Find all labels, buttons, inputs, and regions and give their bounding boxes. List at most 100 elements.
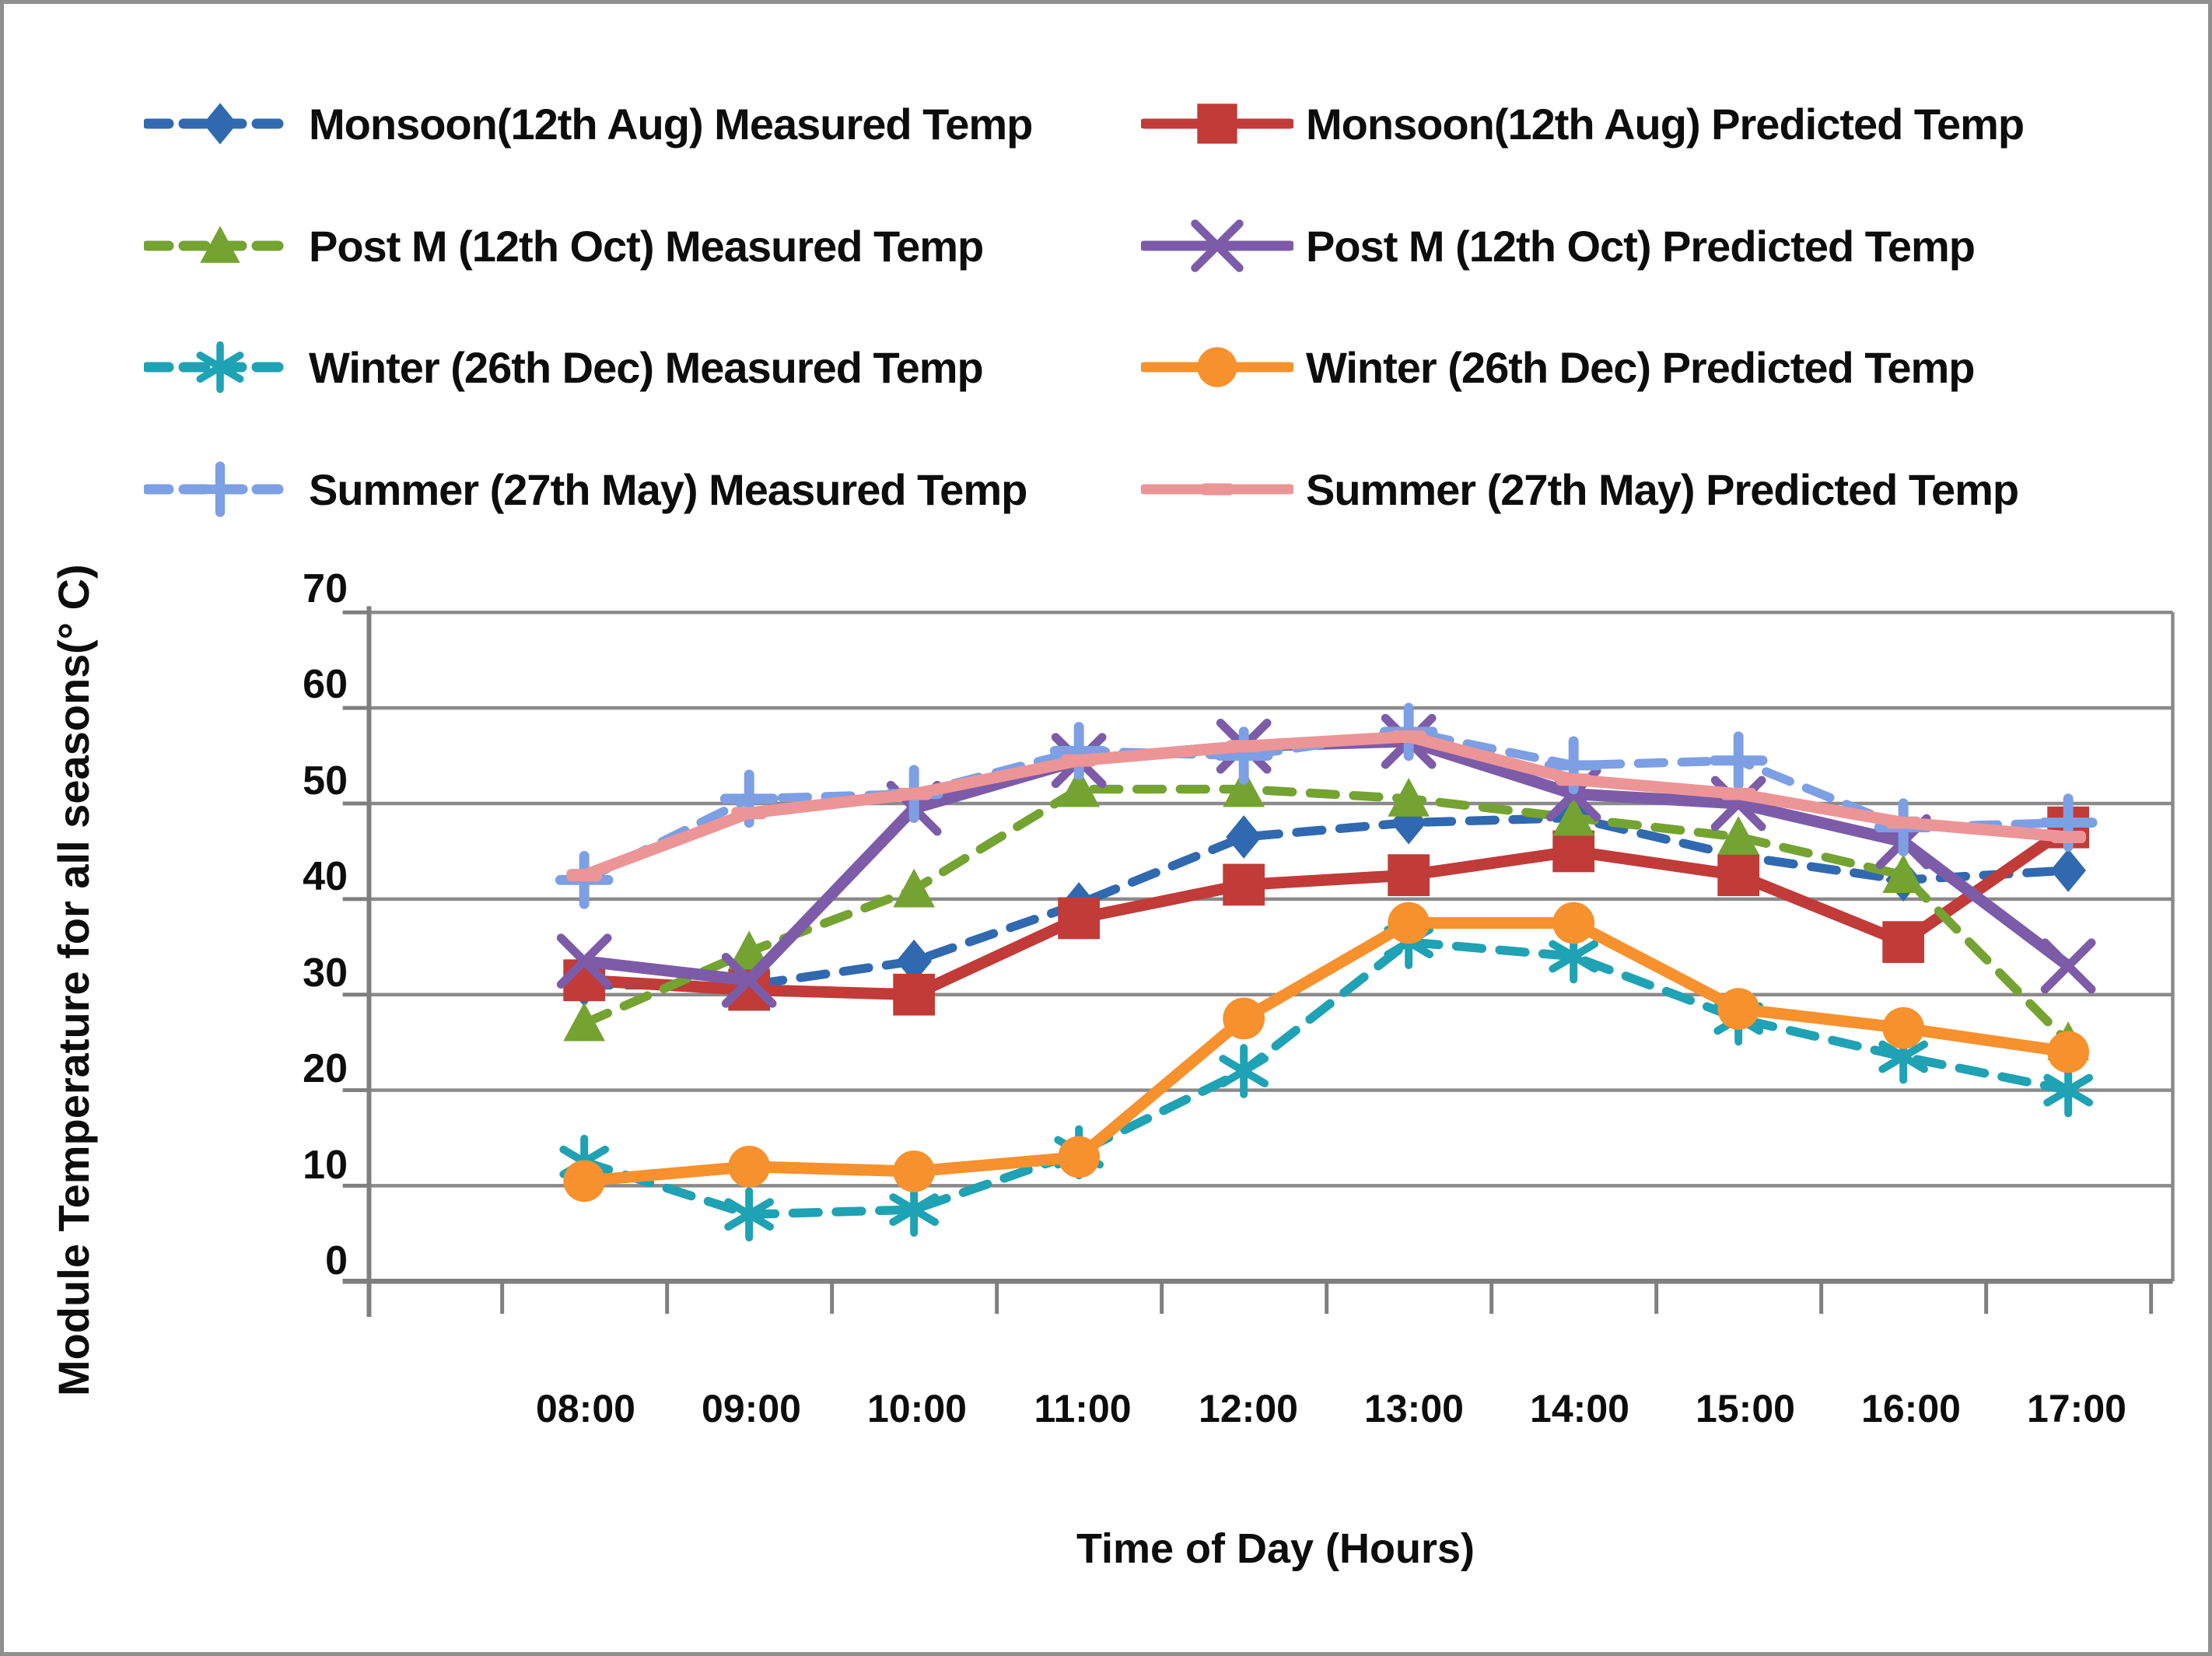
legend-sample-postm-predicted-icon: [1141, 219, 1293, 272]
legend-sample-postm-measured-icon: [144, 226, 296, 263]
marker-triangle: [1552, 796, 1595, 836]
marker-diamond: [896, 939, 933, 983]
series-line: [578, 821, 2074, 1001]
marker-dash: [896, 787, 933, 800]
series-post-m-12th-oct-predicted-temp: [556, 713, 2096, 1008]
marker-circle: [1058, 1136, 1101, 1178]
y-tick-0: 0: [325, 1238, 348, 1283]
marker-plus: [1214, 726, 1273, 785]
series-line: [578, 730, 2074, 881]
marker-triangle: [728, 930, 771, 970]
legend-label: Summer (27th May) Predicted Temp: [1306, 464, 2019, 514]
marker-x: [556, 933, 612, 989]
y-tick-70: 70: [303, 566, 348, 611]
marker-dash: [1720, 787, 1757, 800]
y-axis-title-line1: Module Temperature for all seasons: [49, 653, 98, 1397]
legend-sample-winter-predicted-icon: [1141, 347, 1293, 387]
marker-asterisk: [2043, 1063, 2094, 1118]
marker-triangle: [1058, 768, 1101, 807]
marker-asterisk: [889, 1182, 940, 1237]
marker-dash: [1885, 816, 1922, 829]
marker-x: [1191, 219, 1244, 272]
marker-plus: [1049, 722, 1108, 780]
legend-label: Post M (12th Oct) Measured Temp: [309, 221, 984, 271]
legend-item-summer-measured: Summer (27th May) Measured Temp: [144, 453, 1027, 525]
marker-x: [2040, 938, 2096, 994]
marker-square: [1058, 897, 1101, 940]
legend-sample-winter-measured-icon: [144, 341, 296, 394]
marker-dash: [1556, 773, 1592, 786]
series-line: [579, 813, 2073, 990]
legend-item-monsoon-predicted: Monsoon(12th Aug) Predicted Temp: [1141, 88, 2025, 159]
y-tick-10: 10: [303, 1143, 348, 1188]
marker-square: [1717, 854, 1760, 897]
marker-triangle: [893, 868, 936, 908]
series-line: [579, 937, 2073, 1219]
x-tick-1300: 13:00: [1364, 1387, 1464, 1430]
marker-triangle: [1882, 854, 1925, 894]
marker-triangle: [563, 1002, 606, 1042]
legend-label: Monsoon(12th Aug) Predicted Temp: [1306, 99, 2025, 149]
marker-dash: [1391, 730, 1427, 743]
marker-dash: [1061, 754, 1097, 767]
x-tick-1700: 17:00: [2027, 1387, 2126, 1430]
legend-label: Summer (27th May) Measured Temp: [309, 464, 1027, 514]
marker-circle: [2047, 1031, 2090, 1073]
marker-triangle: [1223, 768, 1265, 807]
legend-sample-monsoon-predicted-icon: [1141, 103, 1293, 144]
series-line: [579, 727, 2073, 885]
marker-plus: [192, 461, 248, 517]
marker-dash: [1200, 483, 1234, 495]
axes: [342, 606, 2173, 1318]
marker-asterisk: [196, 341, 244, 394]
legend-item-monsoon-measured: Monsoon(12th Aug) Measured Temp: [144, 88, 1033, 159]
x-axis-title: Time of Day (Hours): [1076, 1525, 1475, 1572]
x-tick-0800: 08:00: [536, 1387, 635, 1430]
gridlines: [369, 611, 2175, 1282]
legend-item-winter-measured: Winter (26th Dec) Measured Temp: [144, 331, 984, 403]
marker-x: [721, 952, 777, 1008]
marker-square: [1197, 103, 1237, 144]
legend-item-postm-measured: Post M (12th Oct) Measured Temp: [144, 210, 984, 282]
marker-triangle: [1717, 816, 1760, 855]
marker-circle: [1717, 988, 1760, 1031]
marker-asterisk: [724, 1187, 775, 1242]
marker-circle: [1552, 902, 1595, 944]
y-axis-title-line2: (° C): [49, 563, 98, 654]
y-tick-40: 40: [303, 854, 348, 899]
marker-plus: [1709, 731, 1768, 790]
legend-sample-summer-measured-icon: [144, 461, 296, 517]
legend-label: Post M (12th Oct) Predicted Temp: [1306, 221, 1976, 271]
marker-square: [1388, 854, 1430, 897]
marker-circle: [728, 1145, 771, 1188]
marker-diamond: [1226, 815, 1262, 859]
legend-sample-monsoon-measured-icon: [144, 103, 296, 145]
x-tick-1200: 12:00: [1199, 1387, 1298, 1430]
series-winter-26th-dec-predicted-temp: [563, 902, 2090, 1203]
x-tick-1400: 14:00: [1530, 1387, 1629, 1430]
x-tick-1100: 11:00: [1034, 1387, 1132, 1430]
marker-circle: [563, 1160, 606, 1203]
series-line: [579, 784, 2073, 1047]
plot-area: [342, 606, 2175, 1318]
y-tick-60: 60: [303, 662, 348, 707]
legend-label: Monsoon(12th Aug) Measured Temp: [309, 99, 1033, 149]
marker-square: [1552, 830, 1595, 873]
x-tick-1500: 15:00: [1696, 1387, 1795, 1430]
legend-label: Winter (26th Dec) Predicted Temp: [1306, 342, 1976, 392]
marker-dash: [1226, 740, 1262, 753]
legend-label: Winter (26th Dec) Measured Temp: [309, 342, 984, 392]
marker-dash: [731, 807, 768, 820]
marker-circle: [1223, 997, 1265, 1040]
marker-asterisk: [1219, 1044, 1269, 1098]
y-tick-50: 50: [303, 758, 348, 803]
marker-diamond: [2050, 849, 2087, 892]
marker-circle: [1388, 902, 1430, 944]
marker-square: [1223, 863, 1265, 906]
series-monsoon-12th-aug-predicted-temp: [563, 806, 2090, 1016]
x-tick-1600: 16:00: [1861, 1387, 1961, 1430]
legend-item-summer-predicted: Summer (27th May) Predicted Temp: [1141, 453, 2019, 525]
marker-diamond: [203, 103, 237, 145]
y-tick-20: 20: [303, 1046, 348, 1091]
marker-triangle: [200, 226, 240, 263]
